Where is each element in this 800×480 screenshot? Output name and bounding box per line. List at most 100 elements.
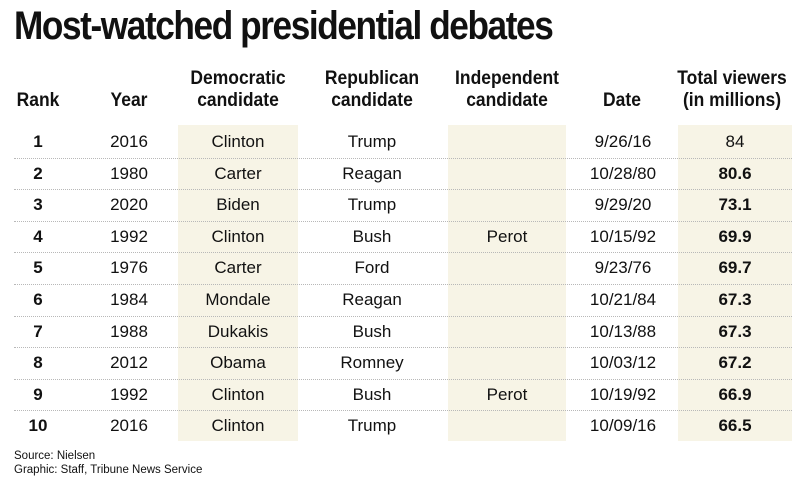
- cell-date: 9/29/20: [594, 195, 652, 215]
- cell-year: 2020: [110, 195, 148, 215]
- cell-viewers: 67.2: [718, 353, 752, 373]
- cell-rep: Romney: [340, 353, 404, 373]
- cell-date: 10/28/80: [589, 163, 657, 183]
- header-viewers-line1: Total viewers: [677, 68, 787, 89]
- header-dem-line2: candidate: [197, 90, 279, 111]
- cell-ind: [448, 316, 566, 348]
- cell-ind: [448, 284, 566, 316]
- cell-dem: Clinton: [211, 132, 265, 151]
- cell-ind: Perot: [486, 384, 528, 404]
- header-date-line1: Date: [603, 90, 641, 111]
- row-divider: [14, 284, 792, 285]
- table-row: 7 1988 Dukakis Bush 10/13/88 67.3: [0, 316, 800, 348]
- cell-rep: Trump: [347, 132, 397, 151]
- cell-year: 1992: [110, 226, 148, 246]
- cell-ind: Perot: [486, 226, 528, 246]
- cell-date: 10/15/92: [589, 226, 657, 246]
- cell-rank: 9: [33, 384, 43, 404]
- page-title: Most-watched presidential debates: [14, 4, 554, 48]
- header-viewers-line2: (in millions): [682, 90, 782, 111]
- cell-ind: [448, 410, 566, 442]
- cell-date: 10/21/84: [589, 290, 657, 309]
- header-viewers: Total viewers (in millions): [669, 68, 794, 112]
- row-divider: [14, 252, 792, 254]
- cell-rank: 8: [33, 353, 43, 373]
- header-year-line1: Year: [110, 90, 148, 111]
- cell-dem: Clinton: [211, 384, 265, 404]
- cell-dem: Dukakis: [207, 321, 269, 341]
- cell-date: 10/03/12: [589, 353, 657, 373]
- cell-date: 9/26/16: [594, 132, 652, 151]
- cell-dem: Carter: [214, 258, 262, 278]
- cell-date: 9/23/76: [594, 258, 652, 278]
- cell-dem: Biden: [216, 195, 260, 215]
- cell-year: 1980: [110, 163, 148, 183]
- cell-ind: [448, 252, 566, 284]
- cell-rep: Bush: [352, 321, 392, 341]
- row-divider: [14, 378, 792, 380]
- graphic-credit: Graphic: Staff, Tribune News Service: [14, 464, 203, 476]
- cell-viewers: 84: [725, 132, 745, 151]
- cell-rank: 3: [33, 195, 43, 215]
- header-date: Date: [587, 90, 657, 112]
- table-row: 3 2020 Biden Trump 9/29/20 73.1: [0, 189, 800, 221]
- table-row: 6 1984 Mondale Reagan 10/21/84 67.3: [0, 284, 800, 316]
- cell-ind: [448, 158, 566, 190]
- table-row: 8 2012 Obama Romney 10/03/12 67.2: [0, 347, 800, 379]
- cell-year: 1976: [110, 258, 148, 278]
- cell-viewers: 67.3: [718, 321, 752, 341]
- header-dem-line1: Democratic: [190, 68, 286, 89]
- cell-year: 2016: [110, 416, 148, 436]
- header-rank: Rank: [12, 90, 64, 112]
- cell-rep: Bush: [352, 384, 392, 404]
- cell-date: 10/09/16: [589, 416, 657, 436]
- cell-rank: 5: [33, 258, 43, 278]
- row-divider: [14, 315, 792, 317]
- cell-rep: Reagan: [342, 290, 402, 309]
- header-rep: Republican candidate: [317, 68, 427, 112]
- cell-viewers: 73.1: [718, 195, 752, 215]
- cell-year: 2012: [110, 353, 148, 373]
- cell-rep: Trump: [347, 416, 397, 436]
- header-dem: Democratic candidate: [183, 68, 293, 112]
- row-divider: [14, 189, 792, 191]
- table-row: 5 1976 Carter Ford 9/23/76 69.7: [0, 252, 800, 284]
- cell-year: 2016: [110, 132, 148, 151]
- shaded-column-viewers: [678, 125, 792, 441]
- cell-rank: 10: [28, 416, 48, 436]
- shaded-column-dem: [178, 125, 298, 441]
- header-ind-line1: Independent: [455, 68, 559, 89]
- table-row: 4 1992 Clinton Bush Perot 10/15/92 69.9: [0, 221, 800, 253]
- cell-dem: Obama: [210, 353, 266, 373]
- cell-rep: Trump: [347, 195, 397, 215]
- cell-year: 1988: [110, 321, 148, 341]
- table-row: 2 1980 Carter Reagan 10/28/80 80.6: [0, 158, 800, 190]
- row-divider: [14, 157, 792, 159]
- cell-rep: Ford: [354, 258, 390, 278]
- source-note: Source: Nielsen: [14, 450, 96, 462]
- row-divider: [14, 347, 792, 349]
- cell-year: 1992: [110, 384, 148, 404]
- header-year: Year: [102, 90, 155, 112]
- header-rep-line1: Republican: [324, 68, 420, 89]
- cell-rank: 6: [33, 290, 43, 309]
- cell-viewers: 80.6: [718, 163, 752, 183]
- cell-rep: Bush: [352, 226, 392, 246]
- cell-date: 10/13/88: [589, 321, 657, 341]
- cell-dem: Clinton: [211, 416, 265, 436]
- cell-year: 1984: [110, 290, 148, 309]
- cell-rep: Reagan: [342, 163, 402, 183]
- cell-date: 10/19/92: [589, 384, 657, 404]
- cell-dem: Carter: [214, 163, 262, 183]
- cell-rank: 1: [33, 132, 43, 151]
- shaded-column-ind: [448, 125, 566, 441]
- cell-ind: [448, 347, 566, 379]
- cell-rank: 2: [33, 163, 43, 183]
- table-row: 9 1992 Clinton Bush Perot 10/19/92 66.9: [0, 379, 800, 411]
- table-row: 1 2016 Clinton Trump 9/26/16 84: [0, 126, 800, 158]
- cell-viewers: 66.5: [718, 416, 752, 436]
- cell-viewers: 69.7: [718, 258, 752, 278]
- header-rank-line1: Rank: [16, 90, 60, 111]
- header-rep-line2: candidate: [331, 90, 413, 111]
- cell-rank: 7: [33, 321, 43, 341]
